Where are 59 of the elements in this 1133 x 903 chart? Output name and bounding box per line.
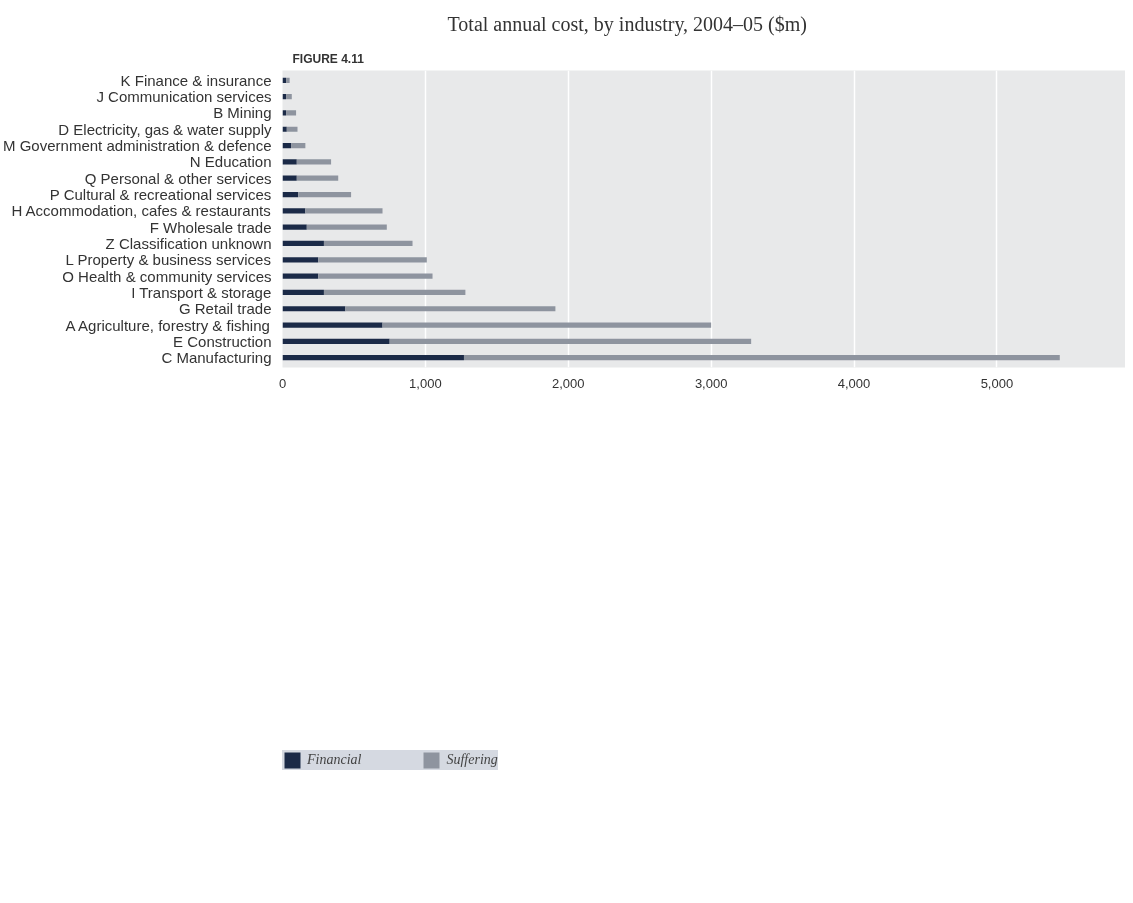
bar <box>282 355 464 361</box>
y-tick-label: G Retail trade <box>178 300 272 318</box>
bar <box>296 175 339 181</box>
bar <box>296 159 332 165</box>
x-tick-label: 4,000 <box>837 375 871 391</box>
bar <box>323 289 466 296</box>
bar <box>282 175 297 181</box>
bar <box>282 289 324 296</box>
y-tick-label: B Mining <box>213 104 272 122</box>
y-tick-label: K Finance & insurance <box>120 71 272 89</box>
bar <box>286 110 297 116</box>
legend-label: Suffering <box>446 752 498 768</box>
y-tick-label: O Health & community services <box>62 267 272 285</box>
y-tick-label: A Agriculture, forestry & fishing <box>65 316 270 334</box>
bar <box>318 257 427 263</box>
bar <box>282 273 319 279</box>
bar <box>318 273 433 279</box>
bar <box>282 159 297 165</box>
bar <box>286 126 298 132</box>
legend-label: Financial <box>307 752 362 768</box>
bar <box>382 322 712 328</box>
y-tick-label: D Electricity, gas & water supply <box>58 120 272 138</box>
bar <box>345 306 556 312</box>
y-tick-label: H Accommodation, cafes & restaurants <box>11 202 271 220</box>
x-tick-label: 0 <box>278 375 287 391</box>
bar <box>282 257 319 263</box>
bar <box>282 126 287 132</box>
y-tick-label: Z Classification unknown <box>105 234 272 252</box>
bar <box>298 191 352 198</box>
bar <box>282 224 307 230</box>
y-tick-label: P Cultural & recreational services <box>49 186 272 204</box>
y-tick-label: J Communication services <box>96 88 272 106</box>
chart-title: Total annual cost, by industry, 2004–05 ($m) <box>447 12 807 36</box>
bar <box>282 306 346 312</box>
bar <box>282 322 383 328</box>
bar <box>305 208 383 214</box>
y-tick-label: F Wholesale trade <box>149 218 272 236</box>
y-tick-label: M Government administration & defence <box>3 137 272 155</box>
bar <box>306 224 387 230</box>
bar <box>282 338 390 344</box>
bar <box>286 94 292 100</box>
bar <box>282 110 287 116</box>
y-tick-label: C Manufacturing <box>161 349 272 367</box>
bar <box>291 142 306 149</box>
bar <box>463 355 1060 361</box>
x-tick-label: 5,000 <box>980 375 1014 391</box>
bar <box>323 240 413 247</box>
bar <box>282 240 324 247</box>
x-tick-label: 1,000 <box>409 375 442 391</box>
y-tick-label: L Property & business services <box>65 251 271 269</box>
bar <box>282 208 306 214</box>
bar <box>389 338 752 344</box>
x-tick-label: 3,000 <box>694 375 728 391</box>
caption: FIGURE 4.11 <box>292 51 365 66</box>
y-tick-label: Q Personal & other services <box>84 169 272 187</box>
y-tick-label: N Education <box>189 153 272 171</box>
bar <box>282 191 299 198</box>
bar <box>286 77 290 83</box>
x-tick-label: 2,000 <box>552 375 585 391</box>
